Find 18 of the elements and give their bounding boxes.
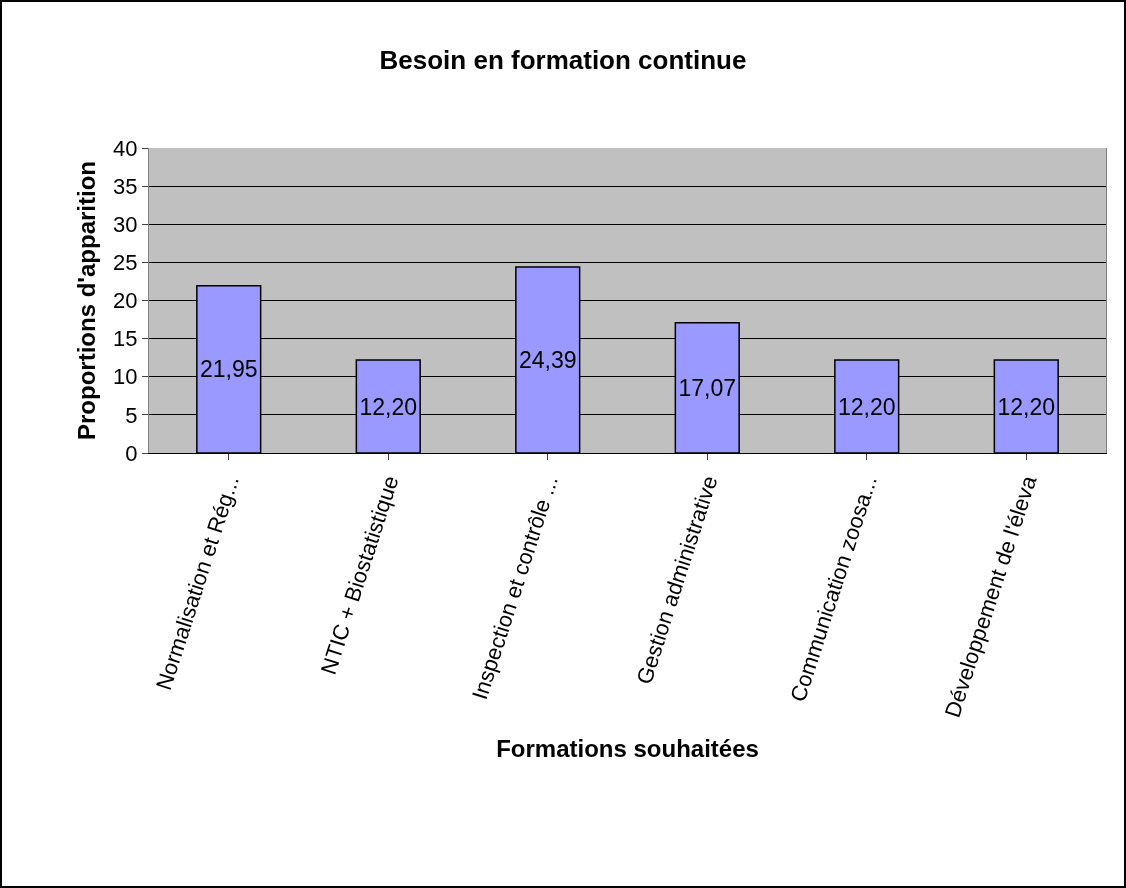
y-tick-label: 35 (113, 173, 138, 199)
y-tick-label: 15 (113, 326, 138, 352)
data-label: 12,20 (837, 393, 896, 420)
y-tick-label: 30 (113, 211, 138, 237)
y-tick-label: 25 (113, 250, 138, 276)
y-tick-label: 10 (113, 364, 138, 390)
y-tick-label: 5 (125, 402, 138, 428)
y-tick-label: 20 (113, 288, 138, 314)
chart-title: Besoin en formation continue (379, 44, 747, 75)
data-label: 17,07 (678, 375, 737, 402)
data-label: 21,95 (199, 356, 258, 383)
data-label: 12,20 (359, 393, 418, 420)
y-tick-label: 40 (113, 135, 138, 161)
data-label: 24,39 (518, 347, 577, 374)
x-axis-title: Formations souhaitées (496, 734, 759, 762)
data-label: 12,20 (997, 393, 1056, 420)
y-axis-title: Proportions d'apparition (73, 160, 101, 441)
y-tick-label: 0 (125, 440, 138, 466)
